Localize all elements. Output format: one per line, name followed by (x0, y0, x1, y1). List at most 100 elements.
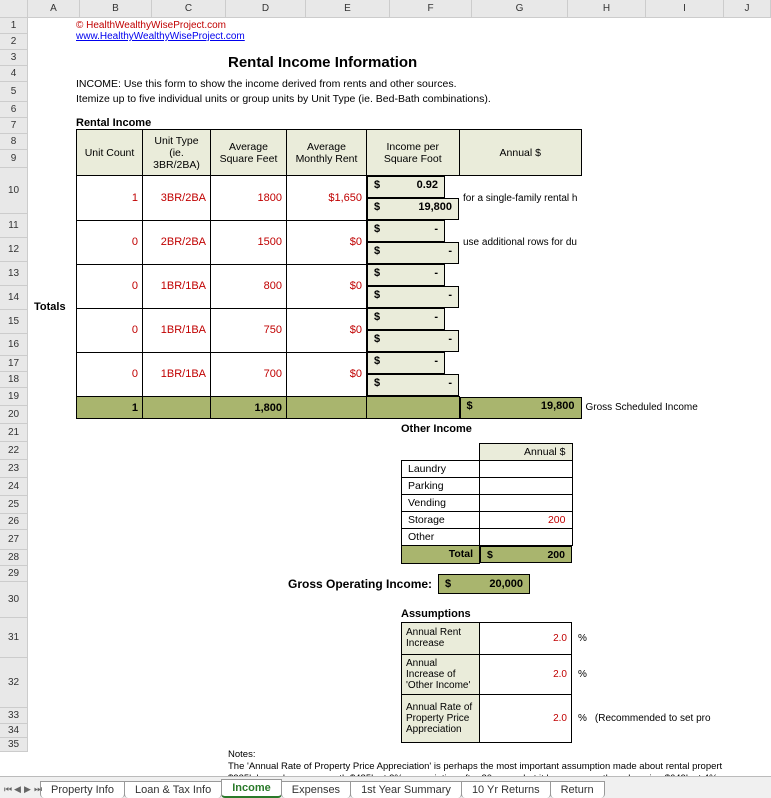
row-header-29[interactable]: 29 (0, 566, 27, 582)
tab-last-icon[interactable]: ⏭ (34, 784, 42, 796)
cell-rent[interactable]: $0 (287, 264, 367, 308)
cell-unit-type[interactable]: 1BR/1BA (143, 352, 211, 397)
tab-return[interactable]: Return (550, 781, 605, 798)
worksheet-area: © HealthWealthyWiseProject.com www.Healt… (28, 18, 771, 776)
row-header-28[interactable]: 28 (0, 550, 27, 566)
goi-label: Gross Operating Income: (288, 577, 432, 591)
row-header-6[interactable]: 6 (0, 102, 27, 118)
cell-unit-count[interactable]: 0 (77, 308, 143, 352)
row-header-14[interactable]: 14 (0, 286, 27, 310)
row-header-16[interactable]: 16 (0, 334, 27, 356)
row-header-13[interactable]: 13 (0, 262, 27, 286)
cell-sqft[interactable]: 700 (211, 352, 287, 397)
cell-sqft[interactable]: 800 (211, 264, 287, 308)
copyright-text: © HealthWealthyWiseProject.com (76, 20, 771, 31)
notes-title: Notes: (228, 749, 771, 761)
other-label: Vending (402, 495, 480, 512)
other-income-row: Parking (402, 478, 573, 495)
other-income-row: Other (402, 529, 573, 546)
other-value[interactable] (480, 478, 573, 495)
col-header-G[interactable]: G (472, 0, 568, 17)
cell-rent[interactable]: $0 (287, 308, 367, 352)
header-annual: Annual $ (459, 130, 582, 176)
row-header-31[interactable]: 31 (0, 618, 27, 658)
tab-first-icon[interactable]: ⏮ (4, 784, 12, 796)
tab-loan-tax-info[interactable]: Loan & Tax Info (124, 781, 222, 798)
tab-10-yr-returns[interactable]: 10 Yr Returns (461, 781, 551, 798)
col-header-A[interactable]: A (28, 0, 80, 17)
row-header-20[interactable]: 20 (0, 406, 27, 424)
assumption-value[interactable]: 2.0 (480, 654, 572, 694)
row-header-4[interactable]: 4 (0, 66, 27, 82)
col-header-E[interactable]: E (306, 0, 390, 17)
tab-prev-icon[interactable]: ◀ (14, 784, 22, 796)
other-value[interactable] (480, 461, 573, 478)
row-header-25[interactable]: 25 (0, 496, 27, 514)
assumption-value[interactable]: 2.0 (480, 622, 572, 654)
col-header-D[interactable]: D (226, 0, 306, 17)
col-header-C[interactable]: C (152, 0, 226, 17)
cell-annual: $- (367, 374, 459, 396)
notes-line: The 'Annual Rate of Property Price Appre… (228, 761, 771, 773)
row-header-17[interactable]: 17 (0, 356, 27, 372)
tab-property-info[interactable]: Property Info (40, 781, 125, 798)
col-header-B[interactable]: B (80, 0, 152, 17)
cell-unit-count[interactable]: 1 (77, 176, 143, 221)
percent-sign: % (578, 713, 587, 724)
other-value[interactable] (480, 529, 573, 546)
row-header-26[interactable]: 26 (0, 514, 27, 530)
cell-unit-count[interactable]: 0 (77, 264, 143, 308)
col-header-J[interactable]: J (724, 0, 771, 17)
row-header-3[interactable]: 3 (0, 50, 27, 66)
tab-income[interactable]: Income (221, 779, 282, 798)
cell-unit-type[interactable]: 1BR/1BA (143, 308, 211, 352)
tab-next-icon[interactable]: ▶ (24, 784, 32, 796)
cell-sqft[interactable]: 1500 (211, 220, 287, 264)
row-header-18[interactable]: 18 (0, 372, 27, 388)
tab-expenses[interactable]: Expenses (281, 781, 351, 798)
row-header-8[interactable]: 8 (0, 134, 27, 150)
col-header-I[interactable]: I (646, 0, 724, 17)
col-header-F[interactable]: F (390, 0, 472, 17)
row-header-35[interactable]: 35 (0, 738, 27, 752)
assumption-value[interactable]: 2.0 (480, 694, 572, 742)
row-header-19[interactable]: 19 (0, 388, 27, 406)
col-header-H[interactable]: H (568, 0, 646, 17)
cell-unit-type[interactable]: 2BR/2BA (143, 220, 211, 264)
row-header-11[interactable]: 11 (0, 214, 27, 238)
sheet-tabs: ⏮ ◀ ▶ ⏭ Property InfoLoan & Tax InfoInco… (0, 776, 771, 798)
row-header-27[interactable]: 27 (0, 530, 27, 550)
cell-rent[interactable]: $0 (287, 220, 367, 264)
cell-sqft[interactable]: 1800 (211, 176, 287, 221)
row-header-12[interactable]: 12 (0, 238, 27, 262)
row-header-32[interactable]: 32 (0, 658, 27, 708)
other-income-title: Other Income (401, 423, 771, 435)
header-unit-type: Unit Type (ie. 3BR/2BA) (143, 130, 211, 176)
website-link[interactable]: www.HealthyWealthyWiseProject.com (76, 31, 771, 42)
row-header-33[interactable]: 33 (0, 708, 27, 724)
row-header-9[interactable]: 9 (0, 150, 27, 168)
row-header-5[interactable]: 5 (0, 82, 27, 102)
row-header-2[interactable]: 2 (0, 34, 27, 50)
other-value[interactable]: 200 (480, 512, 573, 529)
tab-1st-year-summary[interactable]: 1st Year Summary (350, 781, 462, 798)
cell-unit-type[interactable]: 1BR/1BA (143, 264, 211, 308)
row-header-24[interactable]: 24 (0, 478, 27, 496)
row-header-7[interactable]: 7 (0, 118, 27, 134)
row-header-34[interactable]: 34 (0, 724, 27, 738)
cell-unit-count[interactable]: 0 (77, 352, 143, 397)
row-header-10[interactable]: 10 (0, 168, 27, 214)
tab-nav-buttons[interactable]: ⏮ ◀ ▶ ⏭ (4, 784, 42, 796)
other-value[interactable] (480, 495, 573, 512)
row-header-1[interactable]: 1 (0, 18, 27, 34)
cell-rent[interactable]: $0 (287, 352, 367, 397)
cell-sqft[interactable]: 750 (211, 308, 287, 352)
row-header-21[interactable]: 21 (0, 424, 27, 442)
row-header-15[interactable]: 15 (0, 310, 27, 334)
cell-unit-type[interactable]: 3BR/2BA (143, 176, 211, 221)
cell-rent[interactable]: $1,650 (287, 176, 367, 221)
row-header-23[interactable]: 23 (0, 460, 27, 478)
cell-unit-count[interactable]: 0 (77, 220, 143, 264)
row-header-30[interactable]: 30 (0, 582, 27, 618)
row-header-22[interactable]: 22 (0, 442, 27, 460)
